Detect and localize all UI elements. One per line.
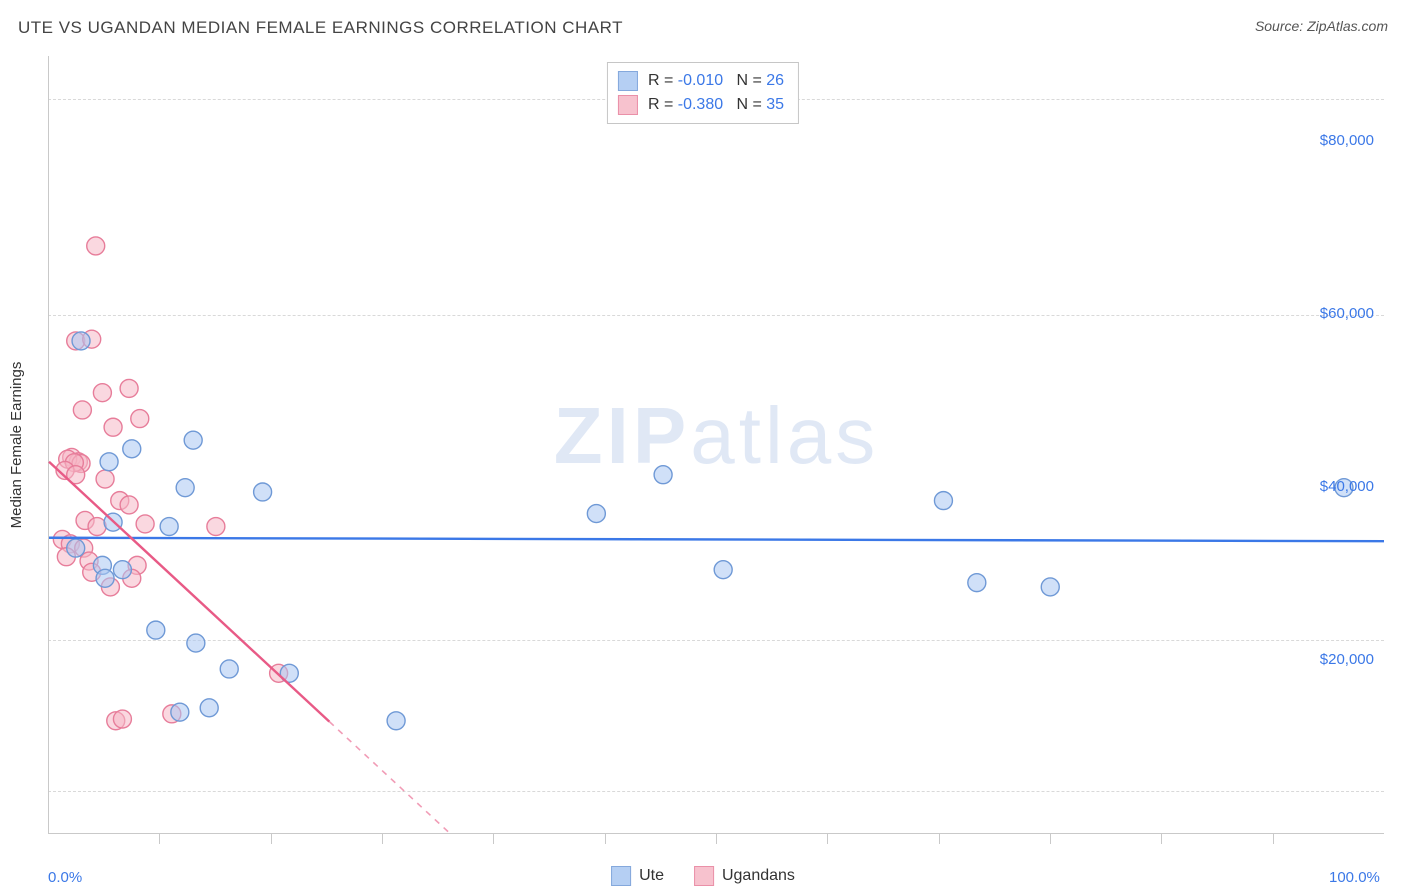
x-tick <box>939 834 940 844</box>
r-label: R = <box>648 72 678 89</box>
x-tick <box>1050 834 1051 844</box>
chart-header: UTE VS UGANDAN MEDIAN FEMALE EARNINGS CO… <box>18 18 1388 48</box>
x-tick <box>1161 834 1162 844</box>
x-tick-label: 100.0% <box>1329 869 1380 886</box>
y-tick-label: $60,000 <box>1320 305 1374 322</box>
x-tick <box>382 834 383 844</box>
data-point-ute <box>187 634 205 652</box>
data-point-ute <box>934 492 952 510</box>
data-point-ute <box>72 332 90 350</box>
data-point-ugandans <box>104 418 122 436</box>
n-value-ugandans: 35 <box>766 96 784 113</box>
data-point-ute <box>254 483 272 501</box>
r-value-ugandans: -0.380 <box>678 96 723 113</box>
data-point-ute <box>67 539 85 557</box>
data-point-ute <box>654 466 672 484</box>
regression-line-dashed-ugandans <box>329 722 449 833</box>
x-tick <box>1273 834 1274 844</box>
data-point-ute <box>176 479 194 497</box>
data-point-ugandans <box>136 515 154 533</box>
data-point-ute <box>387 712 405 730</box>
data-point-ute <box>147 621 165 639</box>
source-name: ZipAtlas.com <box>1307 18 1388 34</box>
x-tick-label: 0.0% <box>48 869 82 886</box>
x-tick <box>827 834 828 844</box>
y-tick-label: $40,000 <box>1320 478 1374 495</box>
legend-label-ugandans: Ugandans <box>722 867 795 884</box>
legend-swatch-ugandans-bottom <box>694 866 714 886</box>
r-value-ute: -0.010 <box>678 72 723 89</box>
legend-item-ute: Ute <box>611 866 664 886</box>
data-point-ugandans <box>207 518 225 536</box>
data-point-ute <box>96 569 114 587</box>
data-point-ugandans <box>88 518 106 536</box>
data-point-ute <box>171 703 189 721</box>
regression-line-ugandans <box>49 462 329 722</box>
plot-area: ZIPatlas <box>48 56 1384 834</box>
legend-correlation-box: R = -0.010 N = 26 R = -0.380 N = 35 <box>607 62 799 124</box>
data-point-ugandans <box>93 384 111 402</box>
n-label: N = <box>736 72 766 89</box>
x-tick <box>271 834 272 844</box>
data-point-ugandans <box>131 410 149 428</box>
data-point-ute <box>160 518 178 536</box>
legend-row-ute: R = -0.010 N = 26 <box>618 69 784 93</box>
regression-line-ute <box>49 538 1384 541</box>
r-label: R = <box>648 96 678 113</box>
legend-swatch-ute-bottom <box>611 866 631 886</box>
n-value-ute: 26 <box>766 72 784 89</box>
data-point-ugandans <box>120 496 138 514</box>
legend-item-ugandans: Ugandans <box>694 866 795 886</box>
data-point-ute <box>184 431 202 449</box>
x-tick <box>493 834 494 844</box>
x-tick <box>716 834 717 844</box>
data-point-ute <box>100 453 118 471</box>
y-tick-label: $20,000 <box>1320 651 1374 668</box>
n-label: N = <box>736 96 766 113</box>
data-point-ute <box>714 561 732 579</box>
y-tick-label: $80,000 <box>1320 132 1374 149</box>
data-point-ute <box>113 561 131 579</box>
data-point-ugandans <box>73 401 91 419</box>
data-point-ute <box>200 699 218 717</box>
data-point-ute <box>220 660 238 678</box>
chart-title: UTE VS UGANDAN MEDIAN FEMALE EARNINGS CO… <box>18 18 623 37</box>
source-prefix: Source: <box>1255 18 1307 34</box>
legend-series: Ute Ugandans <box>611 866 795 886</box>
legend-swatch-ute <box>618 71 638 91</box>
data-point-ute <box>968 574 986 592</box>
x-tick <box>605 834 606 844</box>
data-point-ugandans <box>113 710 131 728</box>
x-tick <box>159 834 160 844</box>
legend-row-ugandans: R = -0.380 N = 35 <box>618 93 784 117</box>
y-axis-label: Median Female Earnings <box>8 56 38 834</box>
data-point-ugandans <box>120 379 138 397</box>
data-point-ute <box>123 440 141 458</box>
plot-svg <box>49 56 1384 833</box>
data-point-ugandans <box>87 237 105 255</box>
legend-swatch-ugandans <box>618 95 638 115</box>
data-point-ute <box>1041 578 1059 596</box>
data-point-ugandans <box>96 470 114 488</box>
chart-source: Source: ZipAtlas.com <box>1255 18 1388 34</box>
data-point-ute <box>587 505 605 523</box>
legend-label-ute: Ute <box>639 867 664 884</box>
